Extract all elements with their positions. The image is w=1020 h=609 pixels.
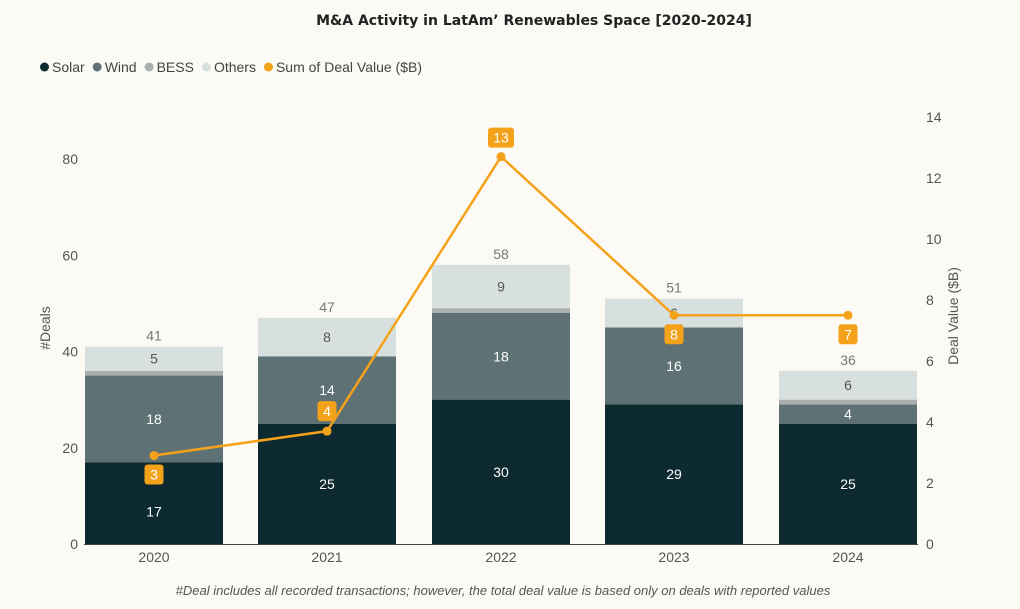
y2-tick-label: 8	[926, 292, 934, 308]
y-tick-label: 80	[62, 151, 78, 167]
deal-value-label: 3	[150, 467, 158, 483]
bar-value-label: 5	[150, 351, 158, 367]
footnote: #Deal includes all recorded transactions…	[176, 583, 831, 598]
y2-tick-label: 14	[926, 109, 942, 125]
bar-solar-2023	[605, 404, 743, 544]
deal-value-badge	[664, 324, 684, 345]
x-axis: 2020 2021 2022 2023 2024	[84, 544, 918, 565]
bar-value-label: 4	[844, 406, 852, 422]
bar-group-2022: 30 18 9 58	[432, 246, 570, 544]
deal-value-label: 4	[323, 403, 331, 419]
bar-value-label: 9	[497, 279, 505, 295]
legend-marker	[144, 62, 154, 72]
x-tick-label: 2023	[658, 549, 689, 565]
bar-value-label: 18	[146, 411, 162, 427]
y-tick-label: 20	[62, 440, 78, 456]
bars: 1718541251484730189582916651254636	[85, 246, 917, 544]
bar-value-label: 30	[493, 464, 509, 480]
bar-value-label: 14	[319, 382, 335, 398]
bar-wind-2020	[85, 375, 223, 463]
bar-bess-2022	[432, 308, 570, 313]
y2-tick-label: 4	[926, 414, 934, 430]
deal-value-line: 3 4 13 8 7	[144, 127, 858, 485]
secondary-y-axis-title: Deal Value ($B)	[945, 267, 961, 365]
bar-solar-2021	[258, 423, 396, 544]
bar-total-label: 47	[319, 299, 335, 315]
bar-bess-2024	[779, 399, 917, 405]
bar-value-label: 25	[319, 476, 335, 492]
x-tick-label: 2020	[138, 549, 169, 565]
x-tick-label: 2024	[832, 549, 863, 565]
y2-tick-label: 6	[926, 353, 934, 369]
legend-label: Others	[214, 59, 256, 75]
bar-group-2020: 17 18 5 41	[85, 328, 223, 544]
deal-value-label: 13	[493, 130, 509, 146]
deal-value-label: 8	[670, 326, 678, 342]
legend: Solar Wind BESS Others Sum of Deal Value ($B…	[40, 59, 422, 75]
bar-group-2024: 25 4 6 36	[779, 352, 917, 544]
bar-total-label: 58	[493, 246, 509, 262]
bar-wind-2022	[432, 313, 570, 400]
x-tick-label: 2021	[311, 549, 342, 565]
deal-value-label: 7	[844, 326, 852, 342]
legend-label: BESS	[157, 59, 194, 75]
legend-marker	[201, 62, 211, 72]
legend-marker	[263, 62, 273, 72]
bar-others-2022	[432, 264, 570, 309]
bar-value-label: 25	[840, 476, 856, 492]
deal-value-badge	[317, 401, 337, 422]
legend-item-others: Others	[201, 59, 256, 75]
y-tick-label: 40	[62, 344, 78, 360]
legend-item-wind: Wind	[92, 59, 137, 75]
deal-value-point	[322, 426, 332, 436]
legend-label: Solar	[52, 59, 85, 75]
y-tick-label: 60	[62, 247, 78, 263]
y2-tick-label: 0	[926, 536, 934, 552]
bar-value-label: 6	[844, 377, 852, 393]
bar-value-label: 16	[666, 358, 682, 374]
deal-value-point	[669, 310, 679, 320]
legend-label: Wind	[105, 59, 137, 75]
deal-value-badge	[838, 324, 858, 345]
x-tick-label: 2022	[485, 549, 516, 565]
deal-value-point	[843, 310, 853, 320]
legend-item-solar: Solar	[40, 59, 85, 75]
deal-value-point	[149, 451, 159, 461]
y-axis: 0 20 40 60 80	[62, 151, 78, 552]
bar-bess-2020	[85, 370, 223, 376]
bar-solar-2024	[779, 423, 917, 544]
bar-others-2021	[258, 317, 396, 357]
legend-marker	[40, 62, 49, 72]
bar-total-label: 41	[146, 328, 162, 344]
bar-wind-2024	[779, 404, 917, 424]
secondary-y-axis: 0 2 4 6 8 10 12 14	[926, 109, 942, 552]
legend-marker	[92, 62, 102, 72]
bar-total-label: 51	[666, 280, 682, 296]
y2-tick-label: 10	[926, 231, 942, 247]
bar-value-label: 8	[323, 329, 331, 345]
deal-value-badge	[488, 127, 514, 148]
bar-solar-2022	[432, 399, 570, 544]
y-tick-label: 0	[70, 536, 78, 552]
y2-tick-label: 12	[926, 170, 942, 186]
legend-item-bess: BESS	[144, 59, 194, 75]
deal-value-badge	[144, 464, 164, 485]
deal-value-point	[496, 152, 506, 162]
legend-item-sum: Sum of Deal Value ($B)	[263, 59, 422, 75]
y2-tick-label: 2	[926, 475, 934, 491]
legend-label: Sum of Deal Value ($B)	[276, 59, 422, 75]
chart-title: M&A Activity in LatAm’ Renewables Space …	[316, 13, 752, 29]
y-axis-title: #Deals	[37, 306, 53, 350]
bar-others-2024	[779, 370, 917, 400]
bar-group-2021: 25 14 8 47	[258, 299, 396, 544]
bar-total-label: 36	[840, 352, 856, 368]
bar-value-label: 29	[666, 466, 682, 482]
bar-value-label: 18	[493, 348, 509, 364]
bar-others-2020	[85, 346, 223, 371]
bar-value-label: 17	[146, 503, 162, 519]
